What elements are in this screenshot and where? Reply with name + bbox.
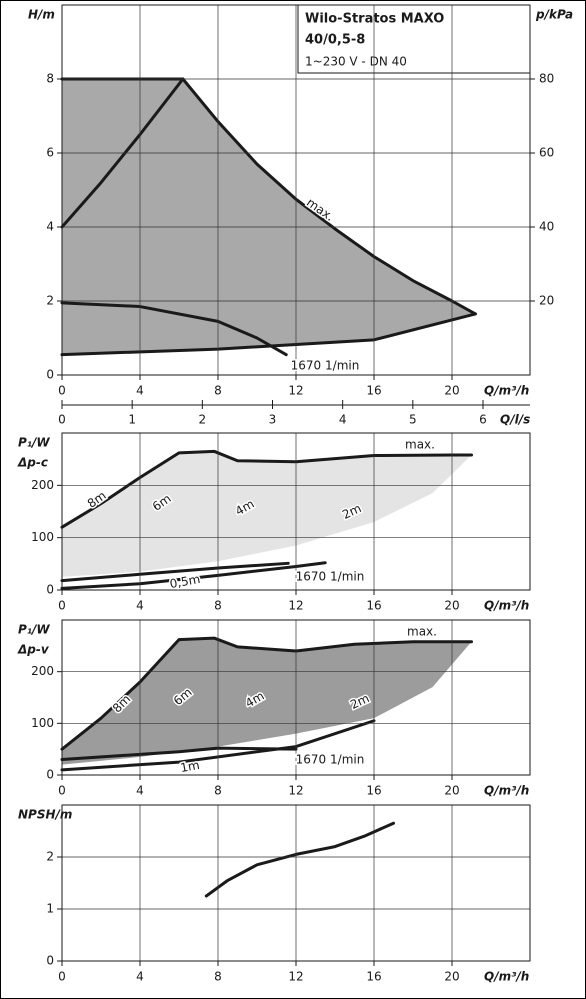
x2-tick-label: 3 — [269, 413, 277, 427]
y-tick-label: 2 — [46, 294, 54, 308]
x-tick-label: 8 — [214, 970, 222, 984]
x-tick-label: 20 — [444, 784, 459, 798]
y-tick-label: 0 — [46, 583, 54, 597]
area-fill — [62, 638, 472, 765]
y-tick-label: 200 — [31, 478, 54, 492]
curve-label: 1m — [179, 758, 200, 775]
curve — [60, 77, 185, 229]
x-tick-label: 4 — [136, 784, 144, 798]
curve — [60, 77, 477, 316]
x2-tick-label: 5 — [409, 413, 417, 427]
y-axis-label: P₁/W — [18, 436, 50, 450]
x-tick-label: 0 — [58, 599, 66, 613]
y-tick-label: 2 — [46, 850, 54, 864]
y-tick-label: 4 — [46, 220, 54, 234]
y2-tick-label: 60 — [539, 146, 554, 160]
x-tick-label: 8 — [214, 784, 222, 798]
title-box — [297, 4, 531, 74]
x-tick-label: 8 — [214, 599, 222, 613]
y-tick-label: 1 — [46, 902, 54, 916]
x-axis-label: Q/m³/h — [484, 599, 529, 613]
plot-frame — [61, 804, 531, 962]
curve — [60, 561, 290, 583]
x-tick-label: 16 — [366, 970, 381, 984]
y-axis-label: NPSH/m — [18, 808, 72, 822]
plot-frame — [61, 432, 531, 591]
y-tick-label: 6 — [46, 146, 54, 160]
x-axis-label: Q/m³/h — [484, 384, 529, 398]
x-tick-label: 16 — [366, 384, 381, 398]
curve-label: 1670 1/min — [296, 570, 365, 584]
y2-axis-label: p/kPa — [535, 8, 573, 22]
y-tick-label: 0 — [46, 768, 54, 782]
curve-label: 1670 1/min — [291, 359, 360, 373]
x-tick-label: 0 — [58, 384, 66, 398]
curve — [60, 636, 473, 751]
y-tick-label: 100 — [31, 716, 54, 730]
x-tick-label: 16 — [366, 599, 381, 613]
plot-frame — [61, 4, 531, 376]
y2-tick-label: 40 — [539, 220, 554, 234]
chart-title: Wilo-Stratos MAXO — [305, 12, 444, 27]
y-tick-label: 8 — [46, 72, 54, 86]
x2-tick-label: 1 — [128, 413, 136, 427]
y-axis-label: P₁/W — [18, 623, 50, 637]
y-tick-label: 200 — [31, 664, 54, 678]
curve-label: 1670 1/min — [296, 753, 365, 767]
x-tick-label: 8 — [214, 384, 222, 398]
chart-model: 40/0,5-8 — [305, 33, 365, 48]
control-mode: Δp-v — [17, 643, 50, 657]
y2-tick-label: 80 — [539, 72, 554, 86]
x-tick-label: 12 — [288, 970, 303, 984]
x-tick-label: 0 — [58, 970, 66, 984]
curve-label: max. — [407, 625, 437, 639]
x-tick-label: 12 — [288, 784, 303, 798]
area-fill — [62, 79, 476, 355]
x-tick-label: 0 — [58, 784, 66, 798]
y-tick-label: 100 — [31, 530, 54, 544]
control-mode: Δp-c — [17, 456, 48, 470]
x-tick-label: 4 — [136, 384, 144, 398]
x-tick-label: 16 — [366, 784, 381, 798]
y-tick-label: 0 — [46, 954, 54, 968]
curve — [60, 449, 473, 529]
x2-axis-label: Q/l/s — [500, 413, 530, 427]
curve — [60, 746, 298, 761]
x-tick-label: 4 — [136, 599, 144, 613]
x-axis-label: Q/m³/h — [484, 970, 529, 984]
y-axis-label: H/m — [28, 8, 55, 22]
curve — [60, 719, 376, 772]
x-tick-label: 12 — [288, 384, 303, 398]
x-tick-label: 20 — [444, 599, 459, 613]
x2-tick-label: 6 — [479, 413, 487, 427]
plot-frame — [61, 619, 531, 776]
curve-label: max. — [405, 438, 435, 452]
x-tick-label: 20 — [444, 384, 459, 398]
x-tick-label: 4 — [136, 970, 144, 984]
chart-subtitle: 1~230 V - DN 40 — [305, 55, 407, 69]
x2-tick-label: 4 — [339, 413, 347, 427]
x-tick-label: 12 — [288, 599, 303, 613]
x2-tick-label: 0 — [58, 413, 66, 427]
x-tick-label: 20 — [444, 970, 459, 984]
x2-tick-label: 2 — [199, 413, 207, 427]
area-fill — [62, 451, 472, 577]
y2-tick-label: 20 — [539, 294, 554, 308]
y-tick-label: 0 — [46, 368, 54, 382]
x-axis-label: Q/m³/h — [484, 784, 529, 798]
